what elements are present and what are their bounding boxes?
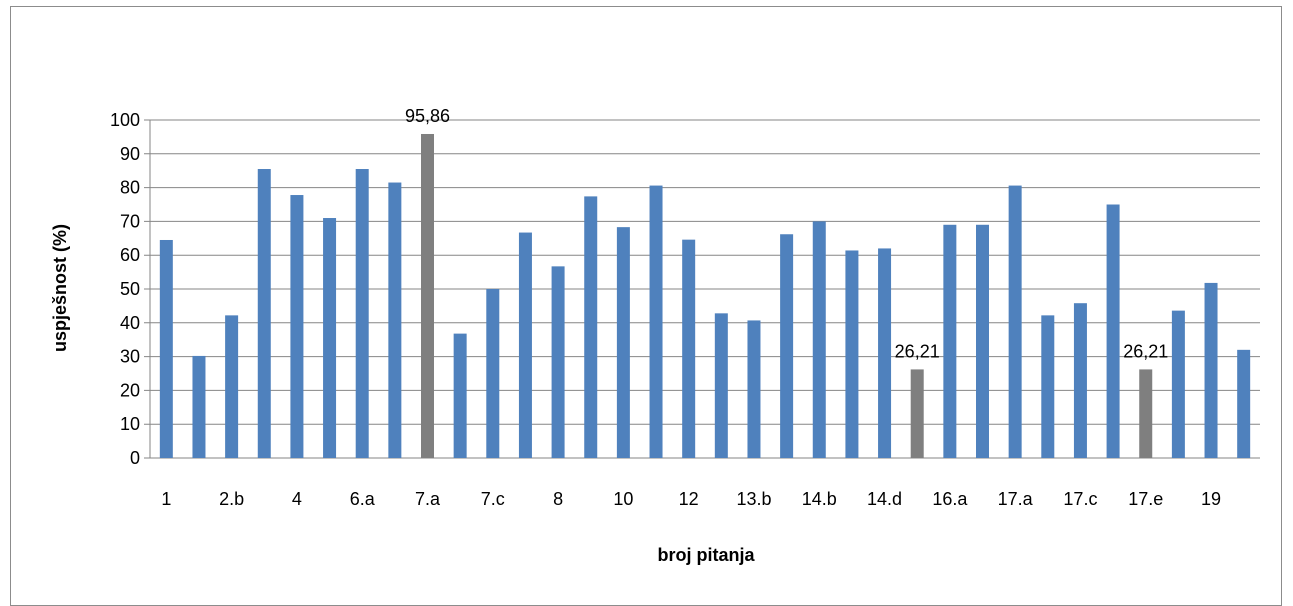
- x-tick-label: 7.c: [481, 489, 505, 509]
- bar-7.b: [453, 333, 467, 458]
- y-axis-title: uspješnost (%): [50, 224, 70, 352]
- bar-13.b: [747, 320, 761, 458]
- x-tick-label: 16.a: [932, 489, 968, 509]
- bar-6.a: [355, 169, 369, 458]
- bar-3: [257, 169, 271, 458]
- bar-10: [616, 227, 630, 458]
- x-tick-label: 8: [553, 489, 563, 509]
- bar-16.a: [943, 224, 957, 458]
- bar-14.b: [812, 221, 826, 458]
- x-tick-label: 4: [292, 489, 302, 509]
- y-tick-label: 70: [120, 211, 140, 231]
- x-axis-title: broj pitanja: [657, 545, 755, 565]
- bar-7.c: [486, 289, 500, 458]
- x-tick-label: 2.b: [219, 489, 244, 509]
- y-tick-label: 0: [130, 448, 140, 468]
- bar-17.c: [1073, 303, 1087, 458]
- chart-frame: [10, 6, 1282, 606]
- bar-16.b: [976, 224, 989, 458]
- x-tick-label: 14.b: [802, 489, 837, 509]
- bar-5: [323, 218, 337, 458]
- bar-7.d: [518, 232, 532, 458]
- x-tick-label: 6.a: [350, 489, 376, 509]
- bar-20: [1237, 349, 1251, 458]
- x-tick-label: 12: [679, 489, 699, 509]
- y-tick-label: 100: [110, 110, 140, 130]
- x-tick-label: 10: [613, 489, 633, 509]
- data-label: 26,21: [895, 341, 940, 361]
- x-tick-label: 17.c: [1063, 489, 1097, 509]
- x-tick-label: 7.a: [415, 489, 441, 509]
- y-tick-label: 90: [120, 144, 140, 164]
- y-tick-label: 80: [120, 178, 140, 198]
- bar-12: [682, 239, 696, 458]
- data-label: 95,86: [405, 106, 450, 126]
- y-tick-label: 40: [120, 313, 140, 333]
- bar-17.d: [1106, 204, 1120, 458]
- bars: [159, 133, 1251, 458]
- bar-14.a: [780, 234, 794, 458]
- y-tick-label: 30: [120, 347, 140, 367]
- bar-2.a: [192, 355, 206, 458]
- bar-14.d: [878, 248, 892, 458]
- bar-9: [584, 196, 598, 458]
- x-tick-label: 17.e: [1128, 489, 1163, 509]
- x-tick-label: 14.d: [867, 489, 902, 509]
- x-tick-label: 1: [161, 489, 171, 509]
- bar-8: [551, 266, 565, 458]
- bar-2.b: [225, 315, 239, 458]
- bar-17.a: [1008, 185, 1022, 458]
- x-tick-label: 13.b: [736, 489, 771, 509]
- bar-17.b: [1041, 315, 1055, 458]
- y-tick-labels: 0 10 20 30 40 50 60 70 80 90 100: [110, 110, 140, 468]
- bar-7.a: [421, 133, 434, 458]
- bar-14.c: [845, 250, 859, 458]
- y-tick-label: 20: [120, 380, 140, 400]
- x-tick-label: 17.a: [998, 489, 1034, 509]
- gridlines: [144, 119, 1260, 459]
- bar-19: [1204, 282, 1218, 458]
- bar-1: [159, 239, 173, 458]
- y-tick-label: 60: [120, 245, 140, 265]
- y-tick-label: 50: [120, 279, 140, 299]
- x-tick-labels: 1 2.b 4 6.a 7.a 7.c 8 10 12 13.b 14.b 14.d 16.a 17.a 1…: [161, 489, 1221, 509]
- bar-15: [910, 369, 924, 458]
- bar-18: [1171, 310, 1185, 458]
- y-tick-label: 10: [120, 414, 140, 434]
- x-tick-label: 19: [1201, 489, 1221, 509]
- data-labels: 95,86 26,21 26,21: [405, 106, 1168, 361]
- bar-13.a: [714, 313, 728, 458]
- bar-4: [290, 195, 304, 458]
- bar-17.e: [1139, 369, 1153, 458]
- data-label: 26,21: [1123, 341, 1168, 361]
- bar-6.b: [388, 182, 402, 458]
- bar-11: [649, 185, 663, 458]
